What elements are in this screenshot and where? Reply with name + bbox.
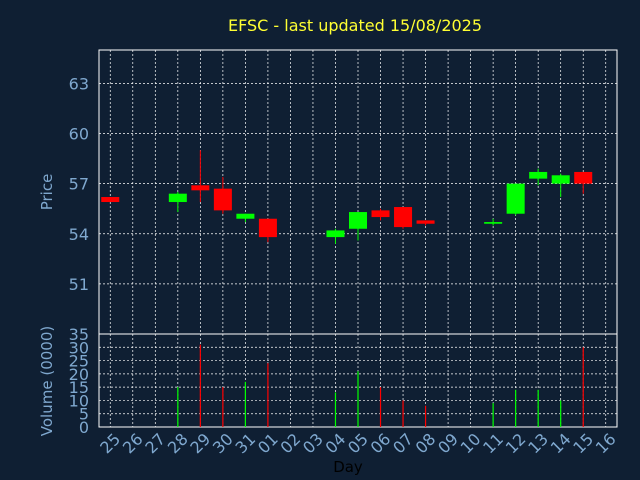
candle-body — [236, 213, 255, 219]
price-tick-label: 51 — [69, 275, 89, 294]
candle — [394, 207, 413, 229]
price-panel: 51 54 57 60 63 Price — [38, 49, 618, 335]
candle — [416, 220, 435, 226]
x-axis-label: Day — [333, 458, 363, 476]
candle-body — [101, 197, 120, 203]
candle-body — [506, 183, 525, 214]
candle — [258, 218, 277, 243]
volume-tick-label: 0 — [79, 418, 89, 437]
candle — [236, 213, 255, 223]
x-tick-label: 16 — [592, 429, 620, 457]
volume-tick-label: 5 — [79, 405, 89, 424]
candle-body — [484, 222, 503, 224]
candle — [326, 228, 345, 244]
candle — [348, 212, 368, 241]
price-tick-label: 57 — [69, 175, 89, 194]
candle — [168, 192, 187, 213]
candle-body — [348, 212, 368, 229]
candle-body — [258, 218, 277, 238]
candle-body — [416, 220, 435, 224]
candle — [371, 208, 390, 221]
candle — [213, 176, 232, 214]
volume-tick-label: 30 — [69, 338, 89, 357]
price-tick-label: 60 — [69, 125, 89, 144]
candle — [506, 183, 525, 216]
price-tick-label: 63 — [69, 74, 89, 93]
candle — [191, 150, 210, 203]
x-axis-ticks: 2526272829303101020304050607080910111213… — [96, 429, 619, 457]
candle-body — [394, 207, 413, 228]
candle-body — [551, 175, 570, 184]
price-y-ticks: 51 54 57 60 63 — [69, 74, 89, 293]
price-axis-label: Price — [38, 174, 56, 211]
volume-tick-label: 15 — [69, 378, 89, 397]
price-grid — [98, 49, 618, 335]
candle-body — [574, 171, 593, 184]
candle-body — [529, 171, 548, 179]
volume-tick-label: 25 — [69, 352, 89, 371]
candle-body — [168, 193, 187, 203]
price-tick-label: 54 — [69, 225, 89, 244]
candle — [551, 173, 570, 198]
chart-title: EFSC - last updated 15/08/2025 — [228, 16, 482, 35]
volume-tick-label: 35 — [69, 325, 89, 344]
candle — [484, 218, 503, 226]
volume-tick-label: 10 — [69, 391, 89, 410]
volume-bars — [177, 344, 584, 427]
candle-body — [213, 188, 232, 211]
candle-body — [191, 185, 210, 191]
candle-body — [371, 210, 390, 218]
candle — [101, 197, 120, 203]
candle — [529, 168, 548, 186]
volume-tick-label: 20 — [69, 365, 89, 384]
price-candles — [101, 150, 593, 244]
candle — [574, 171, 593, 194]
candle-body — [326, 230, 345, 238]
volume-axis-label: Volume (0000) — [38, 326, 56, 436]
